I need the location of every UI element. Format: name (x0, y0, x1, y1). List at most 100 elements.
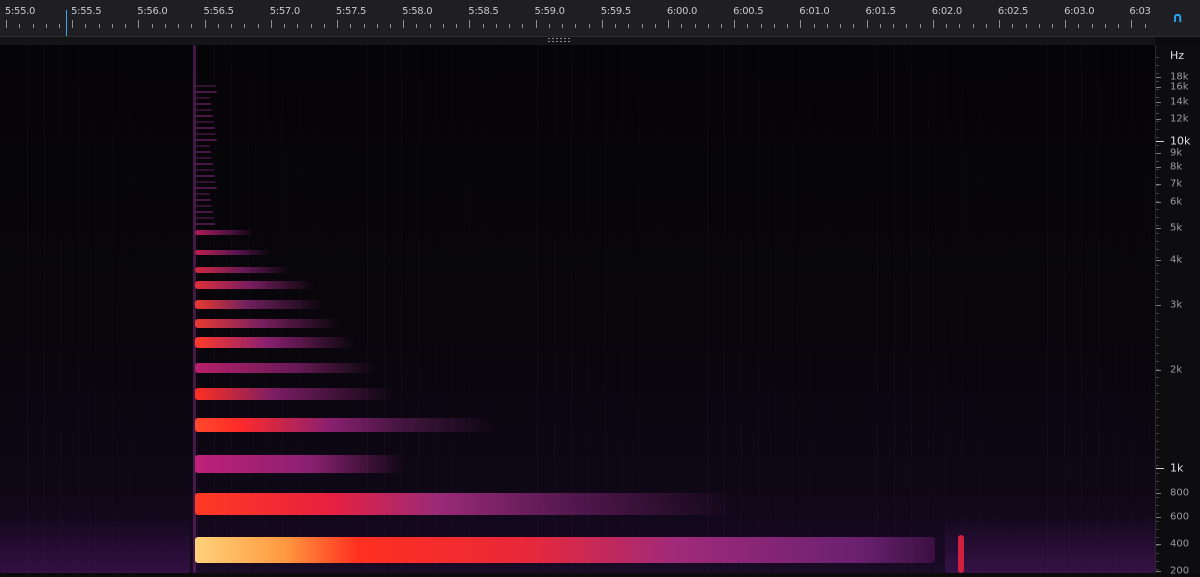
frequency-label: 8k (1170, 161, 1183, 173)
noise-column (826, 45, 827, 573)
frequency-label: 12k (1170, 113, 1189, 125)
ruler-tick (588, 24, 590, 28)
noise-column (61, 45, 62, 573)
spectral-band (195, 151, 211, 153)
playhead-marker[interactable] (66, 10, 67, 36)
ruler-tick (1091, 24, 1093, 28)
frequency-minor-tick (1156, 425, 1159, 426)
spectrogram-view[interactable] (0, 45, 1155, 573)
frequency-minor-tick (1156, 417, 1159, 418)
noise-column (1081, 45, 1082, 573)
time-label: 5:56.0 (137, 6, 168, 17)
spectral-band (195, 455, 405, 473)
spectral-band (195, 193, 210, 195)
grip-dot (556, 41, 558, 42)
spectral-band (195, 211, 213, 213)
ruler-tick (959, 24, 961, 28)
frequency-minor-tick (1156, 481, 1159, 482)
frequency-minor-tick (1156, 337, 1159, 338)
frequency-minor-tick (1156, 81, 1159, 82)
ruler-tick (707, 24, 709, 28)
spectral-band (195, 388, 395, 400)
frequency-label: 600 (1170, 511, 1190, 523)
frequency-minor-tick (1156, 289, 1159, 290)
time-label: 5:59.5 (600, 6, 632, 17)
spectral-band (195, 337, 355, 348)
frequency-label: 7k (1170, 178, 1183, 190)
ruler-tick (972, 24, 974, 28)
ruler-tick (826, 24, 828, 28)
frequency-minor-tick (1156, 305, 1159, 306)
noise-column (792, 45, 793, 573)
ruler-tick (191, 24, 193, 28)
grip-dot (560, 38, 562, 39)
frequency-label: 6k (1170, 196, 1183, 208)
frequency-minor-tick (1156, 273, 1159, 274)
time-label: 6:00.5 (733, 6, 764, 17)
frequency-minor-tick (1156, 105, 1159, 106)
grip-dot (564, 41, 566, 42)
spectral-band (195, 250, 270, 255)
headphones-icon[interactable]: ∩ (1171, 10, 1184, 26)
ruler-tick (231, 24, 233, 28)
frequency-tick (1156, 202, 1161, 203)
ruler-tick (270, 20, 272, 28)
frequency-tick (1156, 77, 1161, 78)
grip-dot (556, 38, 558, 39)
grip-dot (548, 41, 550, 42)
noise-column (724, 45, 725, 573)
noise-column (1064, 45, 1065, 573)
ruler-tick (601, 20, 603, 28)
frequency-label: 3k (1170, 299, 1183, 311)
timeline-ruler[interactable]: 5:55.0 5:55.5 5:56.0 5:56.5 5:57.0 5:57.5 5:58… (0, 0, 1155, 37)
noise-column (962, 45, 963, 573)
ruler-tick (866, 20, 868, 28)
panel-splitter[interactable] (0, 37, 1155, 45)
time-label: 6:01.5 (865, 6, 896, 17)
noise-column (44, 45, 45, 573)
spectral-band (195, 163, 213, 165)
ruler-tick (535, 20, 537, 28)
noise-column (996, 45, 997, 573)
time-label: 6:02.5 (997, 6, 1029, 17)
ruler-tick (456, 24, 458, 28)
frequency-tick (1156, 102, 1161, 103)
frequency-label: 9k (1170, 147, 1183, 159)
ruler-tick (376, 24, 378, 28)
frequency-minor-tick (1156, 529, 1159, 530)
frequency-label: 16k (1170, 81, 1189, 93)
frequency-minor-tick (1156, 497, 1159, 498)
frequency-minor-tick (1156, 57, 1159, 58)
ruler-tick (1144, 24, 1146, 28)
noise-column (78, 45, 79, 573)
ruler-tick (747, 24, 749, 28)
spectral-band (195, 281, 315, 289)
frequency-minor-tick (1156, 65, 1159, 66)
noise-column (537, 45, 538, 573)
frequency-minor-tick (1156, 457, 1159, 458)
frequency-label: 800 (1170, 487, 1190, 499)
frequency-minor-tick (1156, 353, 1159, 354)
frequency-minor-tick (1156, 225, 1159, 226)
frequency-minor-tick (1156, 113, 1159, 114)
spectral-band (195, 205, 212, 207)
splitter-grip-icon[interactable] (548, 38, 570, 44)
noise-column (877, 45, 878, 573)
frequency-tick (1156, 571, 1161, 572)
noise-column (1149, 45, 1150, 573)
ruler-tick (297, 24, 299, 28)
ruler-tick (284, 24, 285, 28)
spectral-band (195, 363, 375, 373)
spectral-band (945, 515, 1155, 573)
frequency-tick (1156, 119, 1161, 120)
frequency-minor-tick (1156, 137, 1159, 138)
noise-column (809, 45, 810, 573)
ruler-tick (350, 24, 352, 28)
frequency-minor-tick (1156, 553, 1159, 554)
noise-column (129, 45, 130, 573)
frequency-minor-tick (1156, 345, 1159, 346)
noise-column (1098, 45, 1099, 573)
noise-column (911, 45, 912, 573)
frequency-minor-tick (1156, 281, 1159, 282)
ruler-tick (125, 24, 127, 28)
